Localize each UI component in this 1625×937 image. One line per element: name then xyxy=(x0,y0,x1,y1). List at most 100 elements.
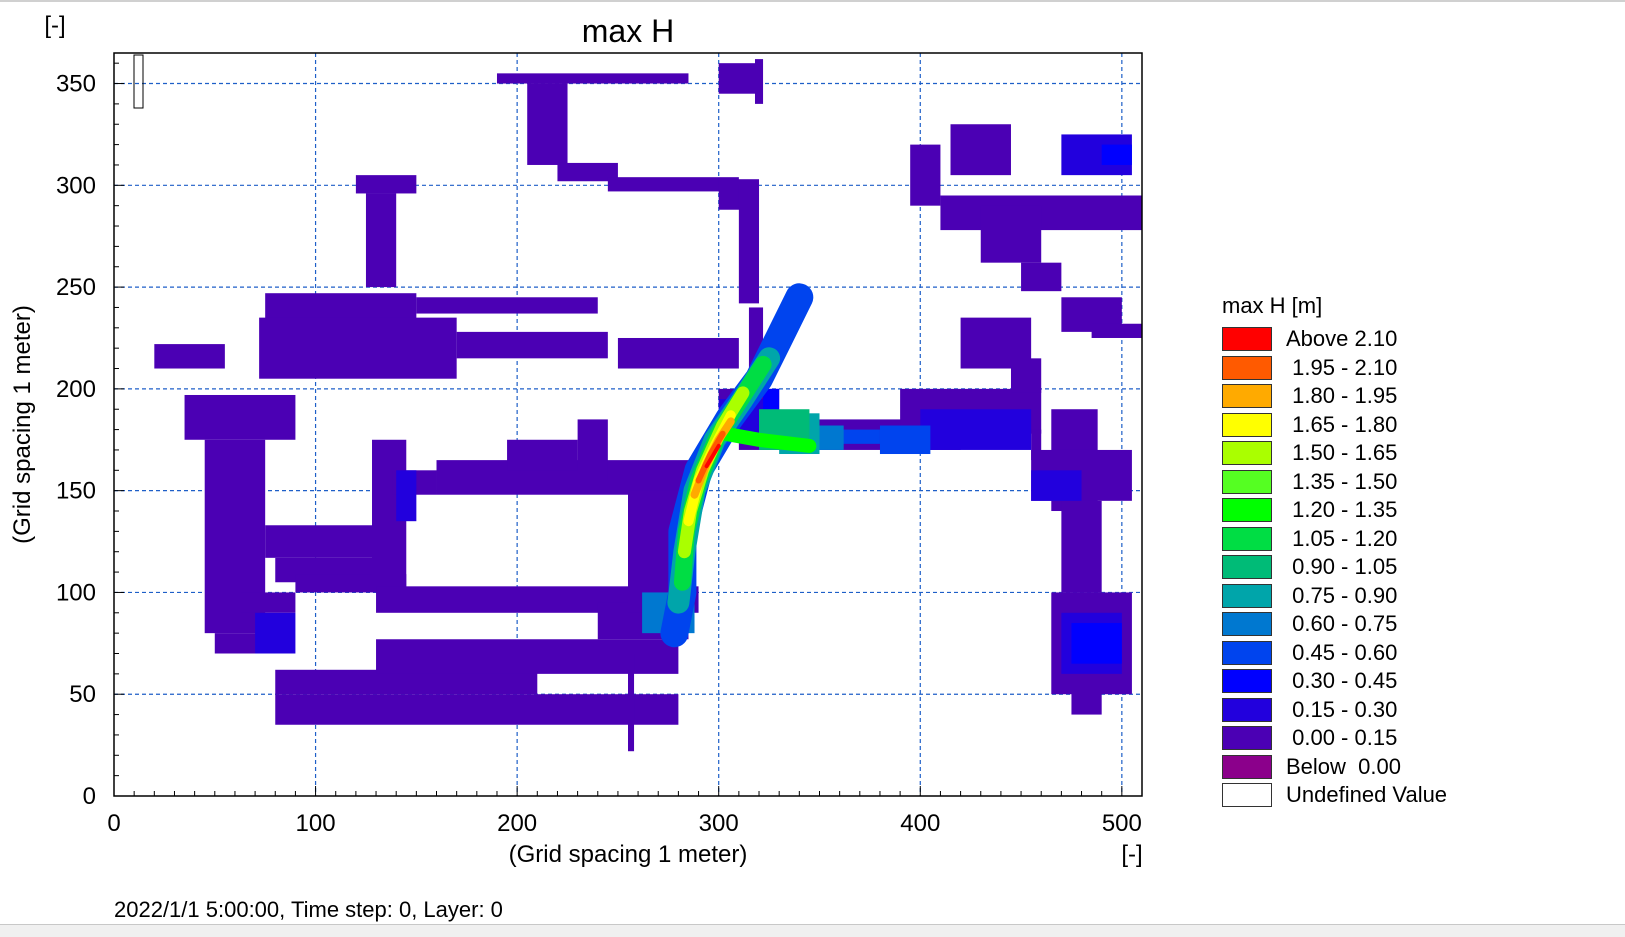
heatmap-cell-block xyxy=(1010,358,1042,393)
legend-label: 0.60 - 0.75 xyxy=(1286,611,1398,637)
y-tick-label: 300 xyxy=(56,172,96,199)
legend-swatch xyxy=(1222,640,1272,665)
y-tick-label: 100 xyxy=(56,579,96,606)
heatmap-cell-block xyxy=(557,162,618,182)
y-axis-label: (Grid spacing 1 meter) xyxy=(9,305,36,544)
legend-swatch xyxy=(1222,583,1272,608)
legend-label: 1.35 - 1.50 xyxy=(1286,468,1398,494)
legend: max H [m] Above 2.10 1.95 - 2.10 1.80 - … xyxy=(1222,293,1522,810)
heatmap-cell-block xyxy=(255,612,296,654)
legend-item: 0.90 - 1.05 xyxy=(1222,553,1522,582)
heatmap-cell-block xyxy=(154,344,225,369)
heatmap-cell-block xyxy=(738,185,760,304)
heatmap-cell-block xyxy=(365,193,397,288)
y-tick-label: 250 xyxy=(56,274,96,301)
chart-title: max H xyxy=(582,13,674,49)
x-tick-label: 500 xyxy=(1102,810,1142,837)
x-tick-label: 200 xyxy=(497,810,537,837)
heatmap-cell-block xyxy=(1101,144,1132,165)
heatmap-cell-block xyxy=(1091,323,1142,338)
legend-item: 1.20 - 1.35 xyxy=(1222,496,1522,525)
heatmap-cell-block xyxy=(416,297,598,314)
heatmap-cell-block xyxy=(275,694,679,725)
heatmap-cell-block xyxy=(839,429,880,444)
window-bottom-border xyxy=(0,924,1625,937)
legend-label: 0.00 - 0.15 xyxy=(1286,725,1398,751)
legend-item: 1.65 - 1.80 xyxy=(1222,411,1522,440)
legend-title: max H [m] xyxy=(1222,293,1323,318)
legend-swatch xyxy=(1222,498,1272,523)
legend-label: Undefined Value xyxy=(1286,782,1448,808)
plot-frame xyxy=(113,52,1143,797)
legend-swatch xyxy=(1222,754,1272,779)
heatmap-cell-block xyxy=(910,144,941,206)
legend-label: 0.90 - 1.05 xyxy=(1286,554,1398,580)
heatmap-cell-block xyxy=(396,470,417,522)
heatmap-cell-block xyxy=(628,653,635,752)
heatmap-cell-block xyxy=(259,317,457,379)
heatmap-cell-block xyxy=(980,205,1042,263)
legend-swatch xyxy=(1222,469,1272,494)
x-tick-label: 100 xyxy=(296,810,336,837)
heatmap-cell-block xyxy=(265,525,377,558)
heatmap-cell-block xyxy=(1071,622,1122,664)
legend-swatch xyxy=(1222,526,1272,551)
legend-swatch xyxy=(1222,697,1272,722)
legend-label: 0.45 - 0.60 xyxy=(1286,639,1398,665)
legend-swatch xyxy=(1222,327,1272,352)
heatmap-cell-block xyxy=(355,175,417,194)
legend-item: Undefined Value xyxy=(1222,781,1522,810)
legend-item: 1.50 - 1.65 xyxy=(1222,439,1522,468)
heatmap-cell-block xyxy=(577,419,608,481)
legend-label: 1.05 - 1.20 xyxy=(1286,525,1398,551)
legend-swatch xyxy=(1222,726,1272,751)
heatmap-chart: 0 100 200 300 400 500 0 50 100 150 200 250 300 350 max… xyxy=(9,12,1143,868)
legend-label: 0.30 - 0.45 xyxy=(1286,668,1398,694)
heatmap-cell-block xyxy=(879,425,931,455)
legend-item: 1.95 - 2.10 xyxy=(1222,354,1522,383)
legend-item: Above 2.10 xyxy=(1222,325,1522,354)
legend-label: 1.20 - 1.35 xyxy=(1286,497,1398,523)
y-axis-unit: [-] xyxy=(44,12,65,39)
legend-swatch xyxy=(1222,555,1272,580)
y-tick-label: 50 xyxy=(69,681,96,708)
legend-item: 1.35 - 1.50 xyxy=(1222,468,1522,497)
heatmap-cell-block xyxy=(617,337,739,369)
heatmap-cell-block xyxy=(527,83,568,165)
heatmap-cell-block xyxy=(240,592,296,613)
legend-label: Below 0.00 xyxy=(1286,753,1401,779)
legend-item: 0.00 - 0.15 xyxy=(1222,724,1522,753)
heatmap-hotspot xyxy=(704,443,721,469)
legend-swatch xyxy=(1222,412,1272,437)
heatmap-cell-block xyxy=(496,73,689,84)
legend-label: 1.95 - 2.10 xyxy=(1286,354,1398,380)
heatmap-hotspot xyxy=(695,430,726,484)
heatmap-cell-block xyxy=(718,63,760,94)
legend-label: 1.65 - 1.80 xyxy=(1286,411,1398,437)
y-tick-label: 350 xyxy=(56,71,96,98)
legend-item: 0.75 - 0.90 xyxy=(1222,582,1522,611)
heatmap-cell-block xyxy=(920,409,1032,450)
legend-label: 0.15 - 0.30 xyxy=(1286,696,1398,722)
legend-item: 0.60 - 0.75 xyxy=(1222,610,1522,639)
heatmap-cell-block xyxy=(507,439,578,471)
heatmap-cell-block xyxy=(1061,500,1102,593)
legend-label: 1.50 - 1.65 xyxy=(1286,440,1398,466)
heatmap-cell-block xyxy=(1021,262,1062,292)
heatmap-cell-block xyxy=(754,59,764,104)
corner-marker xyxy=(133,54,144,109)
heatmap-cell-block xyxy=(607,177,739,192)
heatmap-hotspot xyxy=(717,426,817,453)
legend-item: 0.15 - 0.30 xyxy=(1222,696,1522,725)
legend-label: 1.80 - 1.95 xyxy=(1286,383,1398,409)
legend-swatch xyxy=(1222,783,1272,808)
heatmap-cell-block xyxy=(950,124,1011,176)
legend-item: 1.05 - 1.20 xyxy=(1222,525,1522,554)
legend-swatch xyxy=(1222,355,1272,380)
heatmap-cell-block xyxy=(1031,470,1082,501)
y-tick-label: 200 xyxy=(56,376,96,403)
heatmap-cell-block xyxy=(184,394,296,440)
x-tick-label: 300 xyxy=(699,810,739,837)
legend-item: 1.80 - 1.95 xyxy=(1222,382,1522,411)
x-tick-label: 0 xyxy=(107,810,120,837)
